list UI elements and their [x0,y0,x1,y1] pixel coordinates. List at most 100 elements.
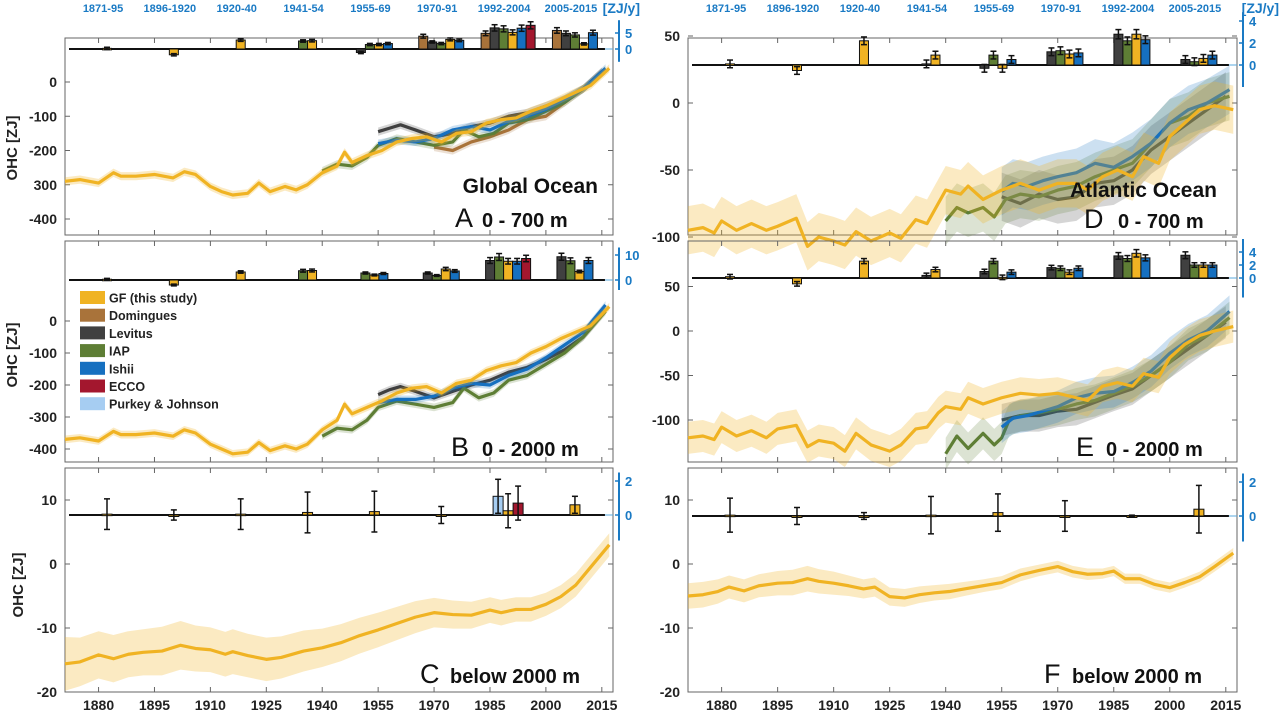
legend-label: IAP [109,345,130,359]
y-tick-label: -200 [29,143,57,159]
x-tick-label: 1985 [1098,697,1129,713]
y-tick-label: 50 [664,28,680,44]
y-tick-label: 0 [672,95,680,111]
period-label: 1920-40 [217,3,257,15]
series-line-gf [687,324,1234,453]
y-tick-label: -100 [652,229,680,245]
period-label: 1955-69 [974,3,1014,15]
panel-A: 1871-95 1896-1920 1920-40 1941-54 1955-69 197… [29,3,632,236]
period-label: 1871-95 [83,3,123,15]
legend-label: ECCO [109,380,145,394]
panel-letter: F [1044,659,1061,689]
panel-label-F: F below 2000 m [1044,659,1202,689]
legend-label: Ishii [109,362,134,376]
panel-C: 1880 1895 1910 1925 1940 1955 1970 1985 2000 2015… [37,467,632,713]
panel-letter: D [1084,204,1104,234]
uncertainty-band-gf [688,310,1234,468]
y-tick-label: -50 [660,162,680,178]
x-tick-label: 1880 [83,697,114,713]
plot-frame [64,37,614,236]
panel-letter: B [451,432,469,462]
x-tick-label: 1940 [930,697,961,713]
y-tick-label: 300 [34,177,58,193]
panel-depth: below 2000 m [1072,666,1202,688]
legend-item-dom: Domingues [80,308,177,323]
legend-swatch [80,344,105,358]
panel-label-C: C below 2000 m [420,659,580,689]
panel-depth: 0 - 2000 m [482,439,579,461]
y-axis-label-C: OHC [ZJ] [10,553,27,618]
y-tick-label: 50 [664,279,680,295]
legend-swatch [80,397,105,411]
period-label: 1992-2004 [478,3,531,15]
legend-swatch [80,361,105,375]
legend-item-ecco: ECCO [80,379,145,394]
title-atlantic-ocean: Atlantic Ocean [1070,179,1217,202]
series-line-gf [64,67,611,197]
legend-label: Purkey & Johnson [109,398,219,412]
period-label: 1941-54 [907,3,948,15]
panel-depth: 0 - 700 m [482,210,568,232]
y-tick-label: -200 [29,377,57,393]
rate-tick-label: 0 [1249,509,1256,524]
x-tick-label: 1910 [818,697,849,713]
rate-tick-label: 2 [1249,475,1256,490]
y-axis-label-A: OHC [ZJ] [4,116,21,181]
plot-frame [64,240,614,463]
panel-letter: A [455,203,473,233]
x-tick-label: 1970 [418,697,449,713]
rate-tick-label: 2 [1249,36,1256,51]
panel-depth: below 2000 m [450,666,580,688]
title-global-ocean: Global Ocean [463,175,598,198]
uncertainty-band-gf [688,81,1234,271]
plot-frame [687,240,1238,463]
y-tick-label: -10 [37,620,57,636]
legend-label: Levitus [109,327,153,341]
rate-tick-label: 0 [1249,58,1256,73]
rate-tick-label: 10 [625,248,639,263]
x-tick-label: 2000 [530,697,561,713]
series-line-gf [687,104,1234,248]
rate-tick-label: 2 [1249,258,1256,273]
legend-swatch [80,326,105,340]
y-tick-label: 10 [664,492,680,508]
series-line-iap [321,310,607,438]
x-tick-label: 2000 [1154,697,1185,713]
uncertainty-band-iap [945,72,1230,246]
series-line-gf [687,551,1235,600]
panel-label-D: D 0 - 700 m [1084,204,1204,234]
series-line-lev [1001,95,1227,206]
panel-F: 1880 1895 1910 1925 1940 1955 1970 1985 2000 2015… [660,467,1256,713]
period-label: 2005-2015 [545,3,598,15]
period-label: 1970-91 [417,3,457,15]
rate-unit-left: [ZJ/y] [603,0,640,16]
panel-label-A: A 0 - 700 m [455,203,568,233]
period-label: 1896-1920 [144,3,197,15]
rate-tick-label: 0 [625,42,632,57]
panel-depth: 0 - 700 m [1118,211,1204,233]
plot-frame [687,37,1238,236]
x-tick-label: 1985 [474,697,505,713]
uncertainty-band-gf [65,533,610,691]
uncertainty-band-lev [1001,306,1226,437]
y-tick-label: 10 [41,492,57,508]
x-tick-label: 2015 [586,697,617,713]
legend-item-gf: GF (this study) [80,291,197,306]
x-tick-label: 1910 [195,697,226,713]
legend-swatch [80,379,105,393]
y-tick-label: -100 [29,345,57,361]
period-label: 1920-40 [840,3,880,15]
series-line-gf [64,305,611,456]
legend-label: GF (this study) [109,292,197,306]
series-line-iap [944,316,1231,455]
series-line-lev [1001,320,1227,422]
legend-label: Domingues [109,309,177,323]
period-label: 1955-69 [350,3,390,15]
panel-label-E: E 0 - 2000 m [1076,432,1203,462]
y-tick-label: -10 [660,620,680,636]
rate-tick-label: 4 [1249,245,1257,260]
x-tick-label: 2015 [1210,697,1241,713]
x-tick-label: 1970 [1042,697,1073,713]
